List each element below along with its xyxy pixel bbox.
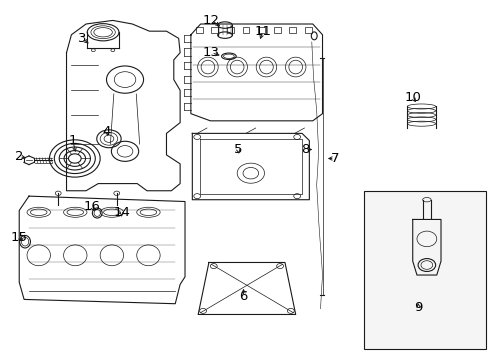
Text: 12: 12 xyxy=(203,14,220,27)
Bar xyxy=(273,27,280,33)
Text: 15: 15 xyxy=(11,231,28,244)
Bar xyxy=(211,27,218,33)
Text: 11: 11 xyxy=(254,25,271,38)
Text: 14: 14 xyxy=(113,206,130,219)
Text: 8: 8 xyxy=(301,143,309,156)
Text: 6: 6 xyxy=(239,290,247,303)
Text: 3: 3 xyxy=(78,32,87,45)
Text: 7: 7 xyxy=(330,152,338,165)
Text: 4: 4 xyxy=(102,125,111,138)
Text: 13: 13 xyxy=(203,46,220,59)
Text: 10: 10 xyxy=(404,91,420,104)
Bar xyxy=(289,27,296,33)
Bar xyxy=(226,27,233,33)
Text: 9: 9 xyxy=(413,301,422,314)
Text: 5: 5 xyxy=(233,143,242,156)
Text: 2: 2 xyxy=(15,150,23,163)
Bar xyxy=(258,27,264,33)
Bar xyxy=(363,191,485,348)
Bar xyxy=(195,27,202,33)
Bar xyxy=(242,27,249,33)
Text: 1: 1 xyxy=(68,134,77,147)
Bar xyxy=(305,27,311,33)
Text: 16: 16 xyxy=(84,201,101,213)
